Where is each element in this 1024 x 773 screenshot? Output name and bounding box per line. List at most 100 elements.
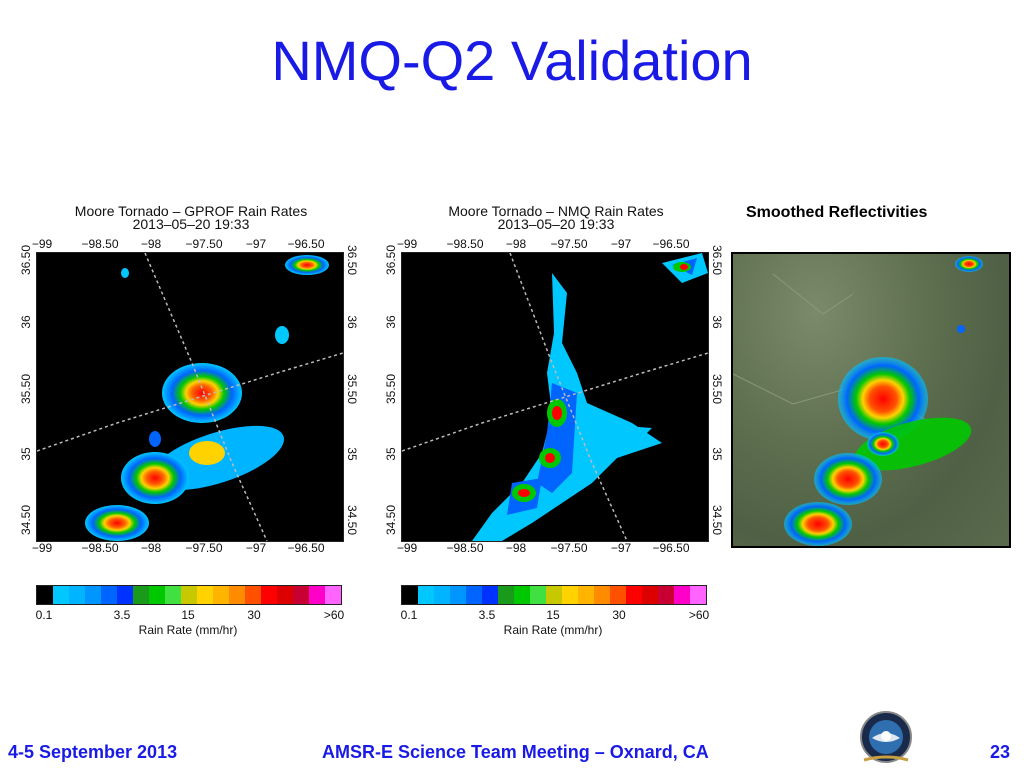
lat-tick-label: 36 [710, 315, 724, 329]
lat-tick-label: 36.50 [384, 244, 398, 276]
colorbar-swatch [610, 586, 626, 604]
amsr-e-logo [858, 710, 914, 768]
colorbar-label: 3.5 [478, 608, 496, 622]
colorbar-swatch [53, 586, 69, 604]
colorbar-swatch [482, 586, 498, 604]
lon-tick-label: −97.50 [550, 541, 588, 555]
colorbar-label: 0.1 [35, 608, 53, 622]
colorbar-label: 30 [247, 608, 261, 622]
lon-tick-label: −97.50 [185, 541, 223, 555]
lon-tick-label: −98.50 [446, 541, 484, 555]
footer-meeting: AMSR-E Science Team Meeting – Oxnard, CA [322, 742, 709, 762]
reflectivity-label: Smoothed Reflectivities [746, 204, 928, 221]
colorbar-swatch [197, 586, 213, 604]
lat-tick-label: 36 [19, 315, 33, 329]
colorbar-swatch [498, 586, 514, 604]
colorbar-label: 15 [546, 608, 560, 622]
colorbar-swatch [690, 586, 706, 604]
lon-tick-label: −98 [140, 237, 162, 251]
colorbar-swatch [434, 586, 450, 604]
lon-tick-label: −96.50 [287, 541, 325, 555]
colorbar-swatch [546, 586, 562, 604]
colorbar-swatch [165, 586, 181, 604]
lon-tick-label: −99 [396, 541, 418, 555]
panel-date: 2013–05–20 19:33 [132, 216, 250, 232]
lat-tick-label: 36.50 [710, 244, 724, 276]
lat-tick-label: 35 [384, 447, 398, 461]
colorbar-label: >60 [688, 608, 710, 622]
lat-tick-label: 34.50 [710, 504, 724, 536]
nmq-rain-panel: Moore Tornado – NMQ Rain Rates 2013–05–2… [365, 198, 724, 648]
colorbar-swatch [626, 586, 642, 604]
colorbar-swatch [133, 586, 149, 604]
colorbar-swatch [293, 586, 309, 604]
colorbar-swatch [181, 586, 197, 604]
lat-tick-label: 35.50 [384, 373, 398, 405]
colorbar-swatch [514, 586, 530, 604]
colorbar-swatch [117, 586, 133, 604]
panel-date: 2013–05–20 19:33 [497, 216, 615, 232]
colorbar-swatch [530, 586, 546, 604]
panel-title: Moore Tornado – GPROF Rain Rates [74, 203, 308, 219]
colorbar-swatch [261, 586, 277, 604]
colorbar-title: Rain Rate (mm/hr) [138, 623, 238, 637]
colorbar-swatch [466, 586, 482, 604]
lon-tick-label: −98 [505, 541, 527, 555]
lon-tick-label: −99 [396, 237, 418, 251]
lon-tick-label: −97 [610, 237, 632, 251]
colorbar-swatch [578, 586, 594, 604]
colorbar-swatch [642, 586, 658, 604]
lat-tick-label: 36.50 [345, 244, 359, 276]
lon-tick-label: −96.50 [287, 237, 325, 251]
lon-tick-label: −97.50 [550, 237, 588, 251]
lat-tick-label: 34.50 [19, 504, 33, 536]
lon-tick-label: −97 [245, 237, 267, 251]
colorbar-swatch [277, 586, 293, 604]
lat-tick-label: 36 [345, 315, 359, 329]
colorbar-swatch [562, 586, 578, 604]
lat-tick-label: 35 [710, 447, 724, 461]
lon-tick-label: −99 [31, 541, 53, 555]
colorbar-swatch [229, 586, 245, 604]
colorbar-swatch [245, 586, 261, 604]
lon-tick-label: −98.50 [446, 237, 484, 251]
colorbar-swatch [101, 586, 117, 604]
colorbar-swatch [402, 586, 418, 604]
page-number: 23 [990, 742, 1011, 762]
colorbar-label: 15 [181, 608, 195, 622]
lat-tick-label: 36.50 [19, 244, 33, 276]
lon-tick-label: −96.50 [652, 237, 690, 251]
lon-tick-label: −97 [610, 541, 632, 555]
colorbar-swatch [309, 586, 325, 604]
colorbar-swatch [213, 586, 229, 604]
smoothed-reflectivity-map [731, 252, 1011, 548]
rain-rate-colorbar [36, 585, 342, 605]
colorbar-swatch [594, 586, 610, 604]
lon-tick-label: −97.50 [185, 237, 223, 251]
colorbar-label: >60 [323, 608, 345, 622]
colorbar-label: 3.5 [113, 608, 131, 622]
lon-tick-label: −98 [140, 541, 162, 555]
gprof-rain-panel: Moore Tornado – GPROF Rain Rates 2013–05… [0, 198, 359, 648]
lat-tick-label: 35 [19, 447, 33, 461]
colorbar-swatch [85, 586, 101, 604]
lon-tick-label: −96.50 [652, 541, 690, 555]
colorbar-swatch [418, 586, 434, 604]
colorbar-swatch [149, 586, 165, 604]
lat-tick-label: 35 [345, 447, 359, 461]
lon-tick-label: −99 [31, 237, 53, 251]
rain-rate-colorbar [401, 585, 707, 605]
panel-title: Moore Tornado – NMQ Rain Rates [448, 203, 664, 219]
lat-tick-label: 35.50 [710, 373, 724, 405]
lon-tick-label: −97 [245, 541, 267, 555]
lat-tick-label: 36 [384, 315, 398, 329]
colorbar-title: Rain Rate (mm/hr) [503, 623, 603, 637]
lon-tick-label: −98.50 [81, 541, 119, 555]
lon-tick-label: −98 [505, 237, 527, 251]
lat-tick-label: 35.50 [19, 373, 33, 405]
slide-title: NMQ-Q2 Validation [271, 29, 753, 92]
colorbar-label: 30 [612, 608, 626, 622]
rain-rate-map [36, 252, 344, 542]
colorbar-swatch [674, 586, 690, 604]
lat-tick-label: 34.50 [384, 504, 398, 536]
